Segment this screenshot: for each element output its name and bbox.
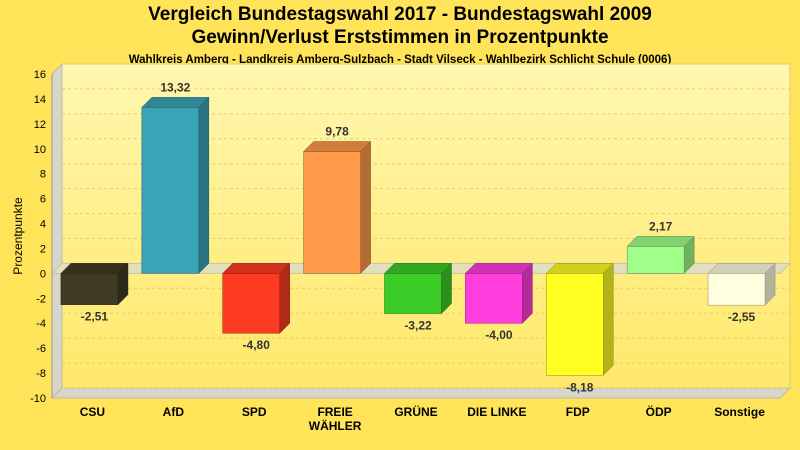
data-label: 2,17	[649, 219, 673, 233]
x-tick-label: SPD	[242, 405, 267, 419]
bar	[465, 273, 523, 324]
y-tick-label: 2	[40, 243, 46, 255]
data-label: -4,80	[243, 338, 271, 352]
bar-top	[626, 236, 695, 247]
bar-top	[222, 263, 291, 274]
y-tick-label: 6	[40, 194, 46, 206]
bar-top	[707, 263, 776, 274]
y-axis-label: Prozentpunkte	[11, 197, 25, 275]
y-tick-label: -4	[36, 318, 46, 330]
bar-top	[545, 263, 614, 274]
bar-top	[141, 97, 210, 108]
bar-side	[360, 140, 371, 274]
x-tick-label: Sonstige	[714, 405, 765, 419]
y-tick-label: 0	[40, 268, 46, 280]
data-label: -4,00	[485, 328, 513, 342]
data-label: -8,18	[566, 380, 594, 394]
y-tick-label: 4	[40, 219, 46, 231]
x-tick-label: FDP	[566, 405, 590, 419]
bar-top	[464, 263, 533, 274]
x-tick-label: AfD	[163, 405, 185, 419]
bar-top	[383, 263, 453, 274]
y-tick-label: 8	[40, 169, 46, 181]
y-tick-label: -8	[36, 368, 46, 380]
chart-title-line2: Gewinn/Verlust Erststimmen in Prozentpun…	[191, 27, 609, 48]
bar	[303, 151, 361, 274]
x-tick-label: CSU	[80, 405, 105, 419]
x-tick-label: GRÜNE	[394, 404, 437, 419]
bar	[626, 246, 685, 274]
x-tick-label: ÖDP	[646, 404, 672, 419]
plot-floor	[50, 387, 792, 399]
data-label: -2,51	[81, 310, 109, 324]
y-tick-label: 10	[34, 144, 46, 156]
bar-side	[522, 262, 533, 324]
bar-side	[198, 96, 210, 274]
y-tick-label: 14	[34, 94, 46, 106]
plot-side-wall	[51, 62, 63, 400]
chart-subtitle: Wahlkreis Amberg - Landkreis Amberg-Sulz…	[128, 54, 672, 66]
bar	[384, 273, 442, 314]
chart-title-line1: Vergleich Bundestagswahl 2017 - Bundesta…	[148, 4, 652, 25]
bar-top	[60, 263, 129, 274]
data-label: 9,78	[325, 125, 349, 139]
data-label: -3,22	[404, 319, 432, 333]
bar-side	[279, 262, 290, 334]
bar	[707, 273, 766, 306]
y-tick-label: -6	[36, 343, 46, 355]
bar-top	[303, 141, 372, 152]
x-tick-label: WÄHLER	[309, 418, 362, 433]
x-tick-label: FREIE	[317, 405, 352, 419]
x-tick-label: DIE LINKE	[467, 405, 526, 419]
data-label: -2,55	[728, 310, 756, 324]
y-tick-label: 16	[34, 69, 46, 81]
bar-side	[603, 262, 614, 376]
y-tick-label: -10	[30, 393, 46, 405]
y-tick-label: 12	[34, 119, 46, 131]
bar	[546, 273, 604, 376]
bar	[222, 273, 280, 334]
y-tick-label: -2	[36, 293, 46, 305]
bar	[60, 273, 119, 305]
data-label: 13,32	[160, 80, 190, 94]
bar	[141, 107, 200, 274]
